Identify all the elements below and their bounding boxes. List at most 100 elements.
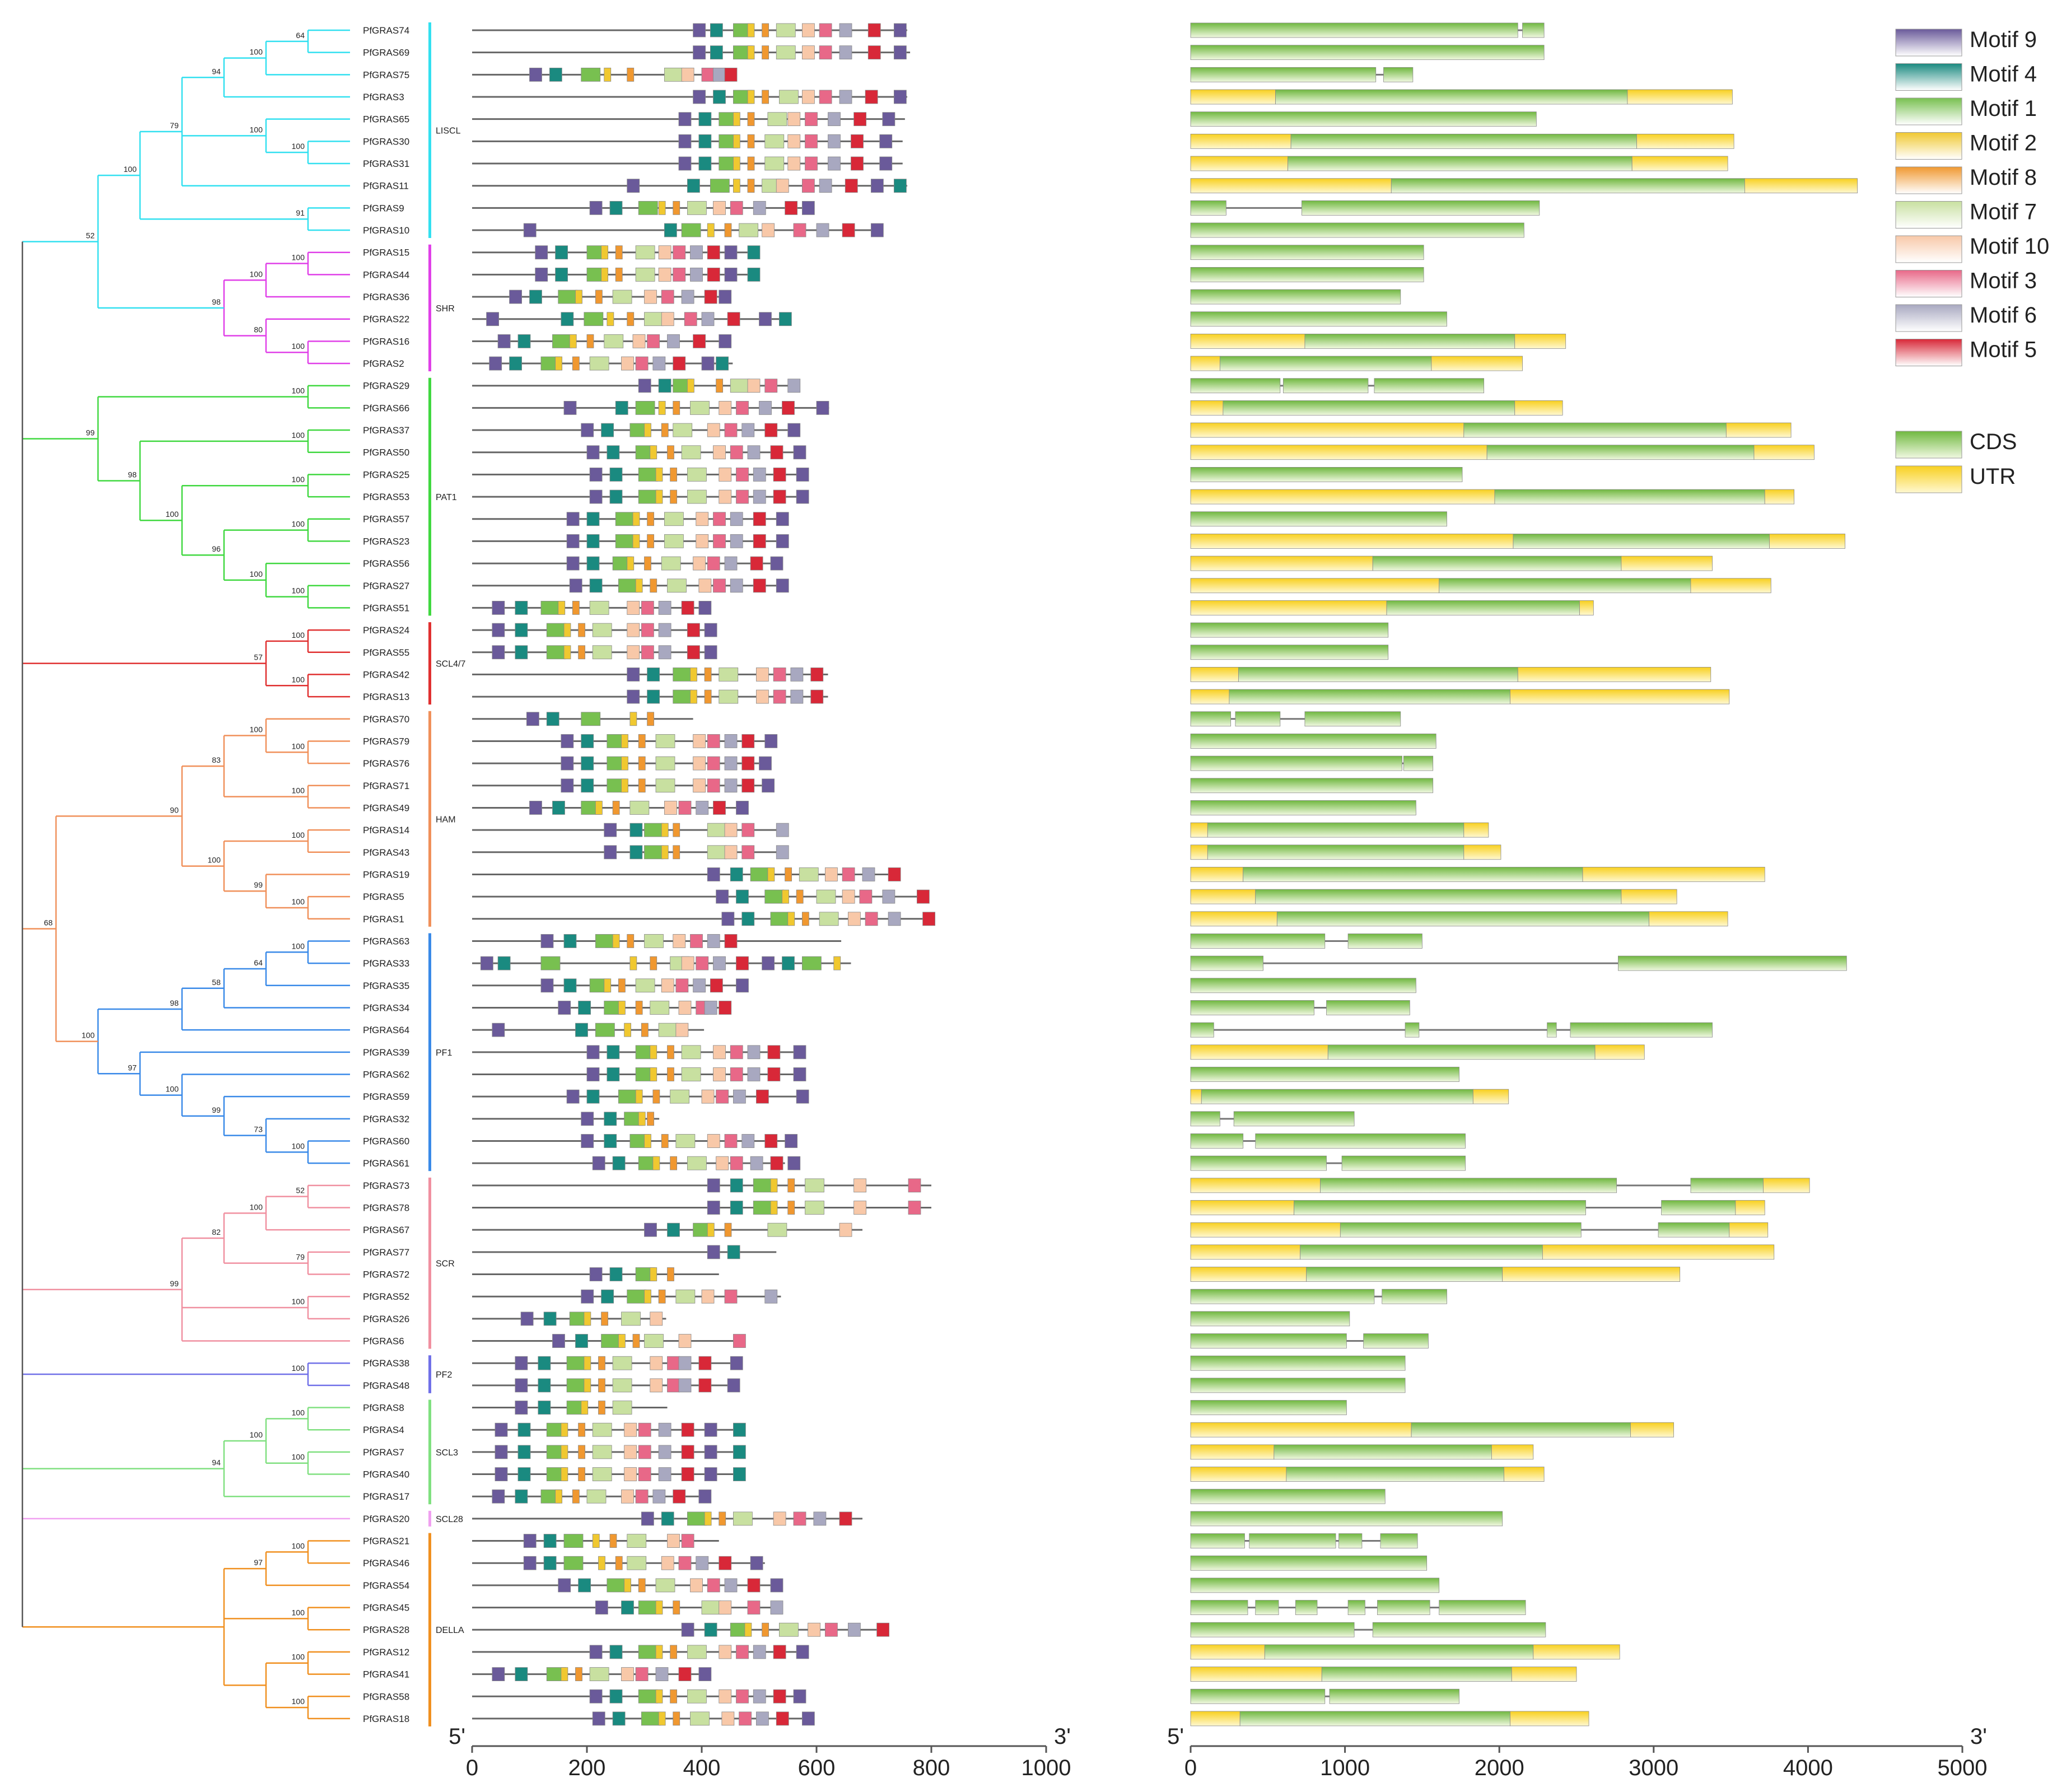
motif-box xyxy=(759,400,772,415)
motif-box xyxy=(922,912,936,926)
motif-box xyxy=(652,1489,666,1504)
motif-box xyxy=(673,356,686,371)
motif-box xyxy=(719,1689,732,1704)
gene-label: PfGRAS76 xyxy=(363,758,409,769)
motif-box xyxy=(719,334,732,348)
motif-box xyxy=(713,90,726,104)
cds-segment xyxy=(1382,1289,1447,1304)
motif-box xyxy=(581,712,601,726)
motif-box xyxy=(824,1622,838,1637)
motif-box xyxy=(707,245,720,260)
motif-box xyxy=(601,1289,614,1304)
motif-box xyxy=(561,1467,568,1481)
motif-box xyxy=(693,556,706,571)
tick-label: 1000 xyxy=(1021,1756,1071,1780)
legend-label: Motif 9 xyxy=(1970,27,2037,52)
bootstrap-value: 94 xyxy=(212,67,221,76)
cds-segment xyxy=(1347,1600,1365,1615)
motif-box xyxy=(750,1556,763,1570)
utr-segment xyxy=(1690,578,1771,594)
cds-segment xyxy=(1190,1511,1503,1527)
utr-segment xyxy=(1190,578,1440,594)
motif-box xyxy=(517,1422,531,1437)
bootstrap-value: 64 xyxy=(296,31,305,40)
motif-box xyxy=(578,1467,586,1481)
motif-box xyxy=(540,978,554,993)
motif-box xyxy=(727,312,740,326)
motif-box xyxy=(753,1178,773,1193)
motif-box xyxy=(719,400,732,415)
motif-box xyxy=(563,400,577,415)
gene-label: PfGRAS34 xyxy=(363,1002,409,1013)
motif-box xyxy=(796,1089,809,1104)
motif-box xyxy=(787,1178,795,1193)
motif-box xyxy=(698,1356,712,1370)
cds-segment xyxy=(1321,1667,1512,1682)
motif-box xyxy=(667,1378,680,1393)
cds-segment xyxy=(1190,467,1463,482)
motif-box xyxy=(667,1222,680,1237)
motif-box xyxy=(667,1534,680,1548)
motif-box xyxy=(647,334,660,348)
motif-box xyxy=(618,578,638,593)
bootstrap-value: 96 xyxy=(212,544,221,553)
gene-label: PfGRAS46 xyxy=(363,1558,409,1569)
motif-box xyxy=(635,245,655,260)
motif-box xyxy=(782,400,795,415)
bootstrap-value: 57 xyxy=(254,653,263,662)
motif-box xyxy=(627,645,640,660)
motif-box xyxy=(543,1534,557,1548)
motif-box xyxy=(629,712,637,726)
gene-label: PfGRAS32 xyxy=(363,1114,409,1124)
motif-box xyxy=(615,534,635,548)
motif-box xyxy=(808,1622,821,1637)
motif-box xyxy=(719,290,732,304)
motif-box xyxy=(741,734,755,748)
bootstrap-value: 100 xyxy=(82,1031,95,1040)
motif-box xyxy=(604,67,612,82)
bootstrap-value: 64 xyxy=(254,958,263,967)
subfamily-label: SCR xyxy=(436,1259,455,1269)
motif-box xyxy=(690,400,710,415)
utr-segment xyxy=(1627,89,1733,105)
motif-box xyxy=(497,956,511,970)
gene-label: PfGRAS61 xyxy=(363,1158,409,1169)
motif-box xyxy=(724,845,738,860)
motif-box xyxy=(764,734,778,748)
motif-box xyxy=(670,1645,678,1659)
motif-box xyxy=(730,1045,743,1060)
motif-box xyxy=(730,445,743,460)
motif-box xyxy=(601,1312,609,1326)
motif-box xyxy=(517,334,531,348)
cds-segment xyxy=(1190,778,1434,794)
motif-box xyxy=(638,1445,651,1459)
motif-box xyxy=(805,134,818,148)
motif-box xyxy=(621,778,628,793)
motif-box xyxy=(561,1667,568,1681)
motif-box xyxy=(546,712,559,726)
motif-box xyxy=(652,1089,660,1104)
motif-box xyxy=(865,90,878,104)
motif-box xyxy=(658,245,671,260)
motif-box xyxy=(819,90,832,104)
motif-box xyxy=(650,445,657,460)
motif-box xyxy=(607,312,614,326)
motif-box xyxy=(867,45,881,60)
motif-box xyxy=(561,1422,568,1437)
motif-box xyxy=(716,1156,729,1170)
motif-box xyxy=(707,267,720,282)
motif-box xyxy=(529,67,542,82)
motif-box xyxy=(673,934,686,948)
motif-box xyxy=(801,912,809,926)
motif-box xyxy=(586,334,594,348)
motif-box xyxy=(787,1201,795,1215)
motif-box xyxy=(882,112,895,127)
motif-box xyxy=(730,1201,743,1215)
motif-box xyxy=(627,1289,647,1304)
bootstrap-value: 100 xyxy=(250,48,263,57)
motif-box xyxy=(747,1067,761,1081)
motif-box xyxy=(540,601,561,615)
motif-box xyxy=(627,601,640,615)
motif-box xyxy=(707,1245,720,1259)
motif-box xyxy=(486,312,500,326)
